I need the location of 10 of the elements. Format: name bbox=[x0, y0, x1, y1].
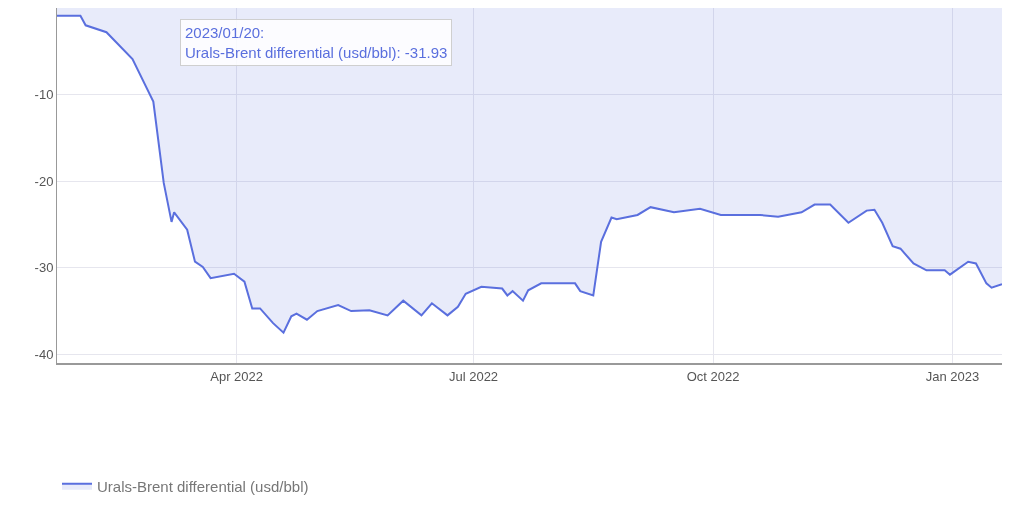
x-tick-label: Jul 2022 bbox=[448, 368, 499, 384]
legend-label: Urals-Brent differential (usd/bbl) bbox=[97, 477, 309, 495]
annotation: 2023/01/20: Urals-Brent differential (usd/bbl): -31.93 bbox=[185, 24, 448, 61]
x-tick-label: Oct 2022 bbox=[686, 368, 740, 384]
y-tick-label: -30 bbox=[34, 260, 54, 276]
x-tick-label: Jan 2023 bbox=[925, 368, 980, 384]
y-tick-label: -40 bbox=[34, 346, 54, 362]
y-tick-label: -10 bbox=[34, 87, 54, 103]
y-tick-label: -20 bbox=[34, 173, 54, 189]
x-tick-label: Apr 2022 bbox=[210, 368, 264, 384]
